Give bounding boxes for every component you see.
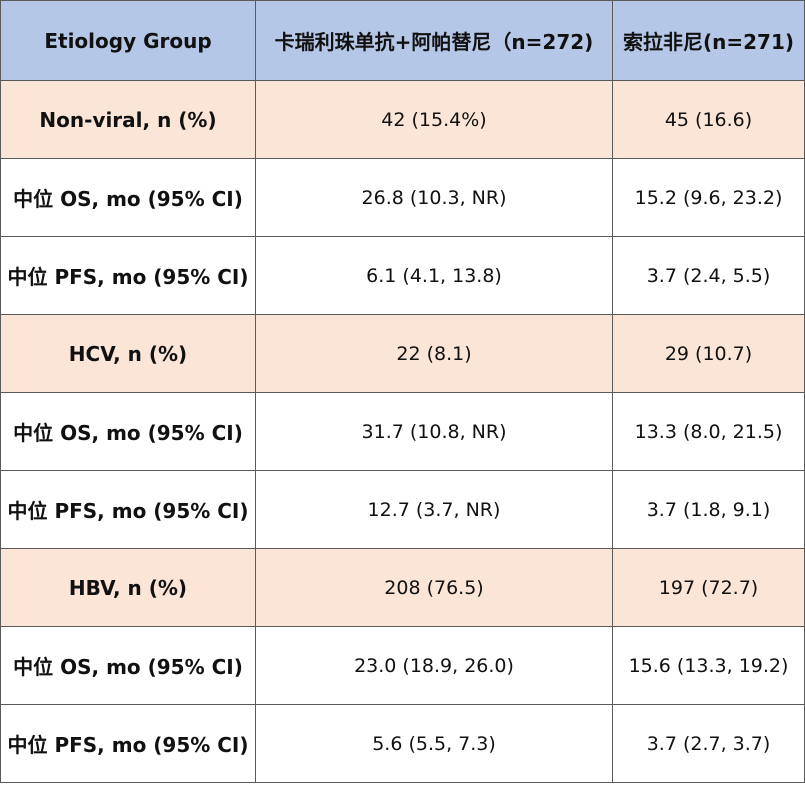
row-label: 中位 PFS, mo (95% CI) [0, 704, 256, 783]
row-label: 中位 PFS, mo (95% CI) [0, 236, 256, 315]
cell-sorafenib: 29 (10.7) [612, 314, 805, 393]
header-camrelizumab-apatinib: 卡瑞利珠单抗+阿帕替尼（n=272) [255, 0, 613, 81]
cell-camrelizumab-apatinib: 208 (76.5) [255, 548, 613, 627]
table-row-hbv-os: 中位 OS, mo (95% CI) 23.0 (18.9, 26.0) 15.… [0, 626, 805, 705]
header-etiology-group: Etiology Group [0, 0, 256, 81]
header-row: Etiology Group 卡瑞利珠单抗+阿帕替尼（n=272) 索拉非尼(n… [0, 0, 805, 81]
table-row-hbv-pfs: 中位 PFS, mo (95% CI) 5.6 (5.5, 7.3) 3.7 (… [0, 704, 805, 783]
cell-sorafenib: 197 (72.7) [612, 548, 805, 627]
cell-sorafenib: 15.2 (9.6, 23.2) [612, 158, 805, 237]
cell-camrelizumab-apatinib: 5.6 (5.5, 7.3) [255, 704, 613, 783]
row-label: 中位 OS, mo (95% CI) [0, 626, 256, 705]
table-row-hcv: HCV, n (%) 22 (8.1) 29 (10.7) [0, 314, 805, 393]
row-label: HCV, n (%) [0, 314, 256, 393]
cell-camrelizumab-apatinib: 22 (8.1) [255, 314, 613, 393]
cell-camrelizumab-apatinib: 6.1 (4.1, 13.8) [255, 236, 613, 315]
cell-camrelizumab-apatinib: 26.8 (10.3, NR) [255, 158, 613, 237]
row-label: 中位 OS, mo (95% CI) [0, 158, 256, 237]
header-sorafenib: 索拉非尼(n=271) [612, 0, 805, 81]
cell-camrelizumab-apatinib: 42 (15.4%) [255, 80, 613, 159]
table-row-non-viral: Non-viral, n (%) 42 (15.4%) 45 (16.6) [0, 80, 805, 159]
table-row-non-viral-pfs: 中位 PFS, mo (95% CI) 6.1 (4.1, 13.8) 3.7 … [0, 236, 805, 315]
cell-camrelizumab-apatinib: 31.7 (10.8, NR) [255, 392, 613, 471]
cell-sorafenib: 15.6 (13.3, 19.2) [612, 626, 805, 705]
row-label: Non-viral, n (%) [0, 80, 256, 159]
cell-sorafenib: 45 (16.6) [612, 80, 805, 159]
cell-sorafenib: 3.7 (1.8, 9.1) [612, 470, 805, 549]
table-row-non-viral-os: 中位 OS, mo (95% CI) 26.8 (10.3, NR) 15.2 … [0, 158, 805, 237]
table-row-hbv: HBV, n (%) 208 (76.5) 197 (72.7) [0, 548, 805, 627]
row-label: HBV, n (%) [0, 548, 256, 627]
cell-sorafenib: 3.7 (2.4, 5.5) [612, 236, 805, 315]
cell-camrelizumab-apatinib: 23.0 (18.9, 26.0) [255, 626, 613, 705]
row-label: 中位 OS, mo (95% CI) [0, 392, 256, 471]
table-row-hcv-os: 中位 OS, mo (95% CI) 31.7 (10.8, NR) 13.3 … [0, 392, 805, 471]
table-row-hcv-pfs: 中位 PFS, mo (95% CI) 12.7 (3.7, NR) 3.7 (… [0, 470, 805, 549]
cell-camrelizumab-apatinib: 12.7 (3.7, NR) [255, 470, 613, 549]
cell-sorafenib: 3.7 (2.7, 3.7) [612, 704, 805, 783]
row-label: 中位 PFS, mo (95% CI) [0, 470, 256, 549]
cell-sorafenib: 13.3 (8.0, 21.5) [612, 392, 805, 471]
